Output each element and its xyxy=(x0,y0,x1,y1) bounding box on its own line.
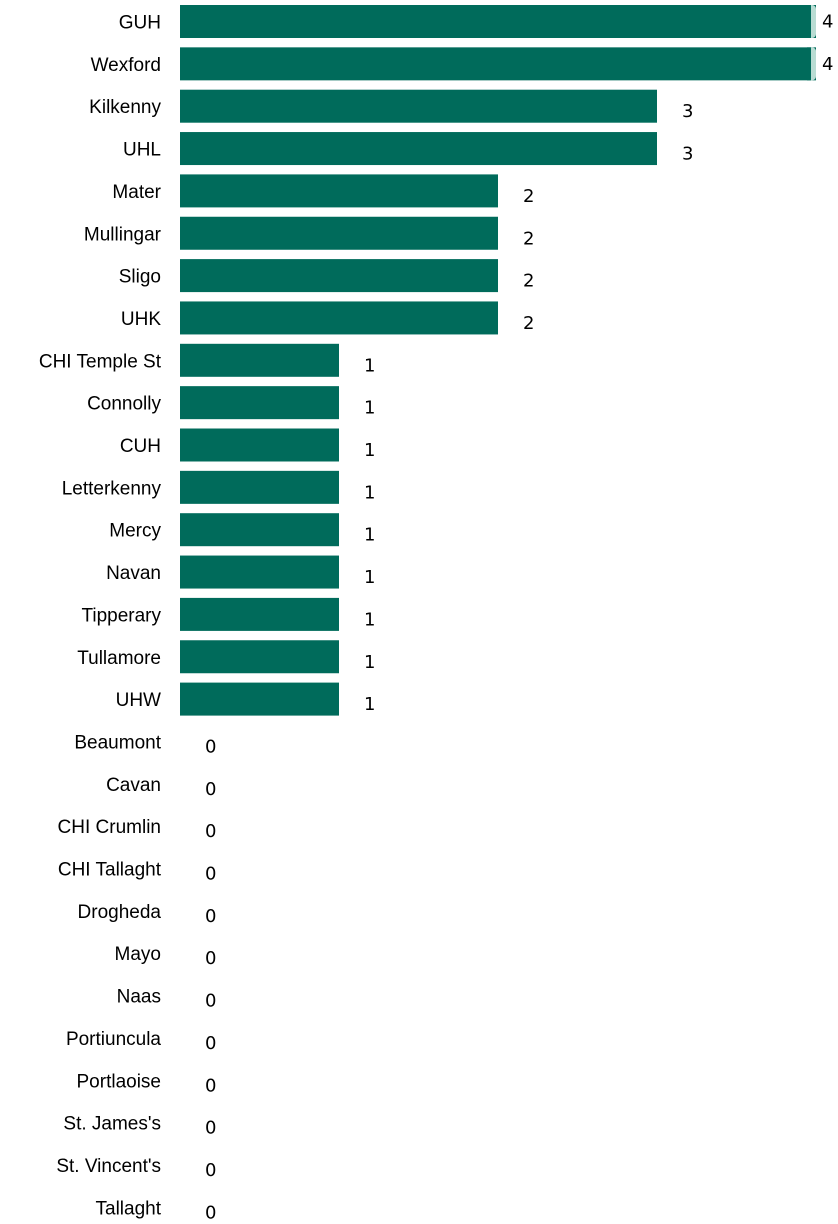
value-label: 4 xyxy=(822,12,833,33)
category-label: St. James's xyxy=(63,1114,161,1135)
value-label: 1 xyxy=(364,525,375,546)
bar-uhk xyxy=(180,301,498,335)
category-label: Tullamore xyxy=(77,648,161,669)
value-label: 0 xyxy=(205,1160,216,1181)
value-label: 2 xyxy=(523,228,534,249)
category-label: Kilkenny xyxy=(89,97,161,118)
bar-uhl xyxy=(180,132,657,166)
category-label: Mater xyxy=(112,182,161,203)
category-label: Tipperary xyxy=(81,605,161,626)
value-label: 0 xyxy=(205,736,216,757)
category-label: Naas xyxy=(117,987,161,1008)
bar-letterkenny xyxy=(180,470,339,504)
bar-kilkenny xyxy=(180,89,657,123)
value-label: 1 xyxy=(364,567,375,588)
category-label: CHI Temple St xyxy=(39,351,162,372)
bar-navan xyxy=(180,555,339,589)
bar-end-edge xyxy=(807,5,811,38)
category-label: Letterkenny xyxy=(62,478,162,499)
category-label: Navan xyxy=(106,563,161,584)
bar-connolly xyxy=(180,386,339,420)
category-label: Portiuncula xyxy=(66,1029,161,1050)
bars-group xyxy=(180,5,816,716)
value-label: 1 xyxy=(364,440,375,461)
value-label: 0 xyxy=(205,779,216,800)
category-label: St. Vincent's xyxy=(56,1156,161,1177)
bar-chi-temple-st xyxy=(180,343,339,377)
value-label: 1 xyxy=(364,482,375,503)
bar-mullingar xyxy=(180,216,498,250)
bar-mater xyxy=(180,174,498,208)
bar-uhw xyxy=(180,682,339,716)
value-label: 0 xyxy=(205,948,216,969)
value-label: 4 xyxy=(822,54,833,75)
value-label: 0 xyxy=(205,1075,216,1096)
bar-sligo xyxy=(180,259,498,293)
category-label: Tallaght xyxy=(96,1198,162,1219)
category-labels-group: GUH Wexford Kilkenny UHL Mater Mullingar Sligo… xyxy=(39,13,162,1220)
category-label: Portlaoise xyxy=(77,1071,162,1092)
category-label: Mercy xyxy=(109,521,161,542)
category-label: CUH xyxy=(120,436,161,457)
bar-guh xyxy=(180,5,816,38)
value-label: 0 xyxy=(205,1118,216,1139)
value-label: 1 xyxy=(364,652,375,673)
category-label: Connolly xyxy=(87,394,161,415)
value-label: 2 xyxy=(523,271,534,292)
bar-cuh xyxy=(180,428,339,462)
bar-tipperary xyxy=(180,597,339,631)
value-label: 2 xyxy=(523,313,534,334)
category-label: GUH xyxy=(119,13,161,34)
category-label: Mullingar xyxy=(84,224,162,245)
category-label: Cavan xyxy=(106,775,161,796)
category-label: UHW xyxy=(116,690,161,711)
value-label: 1 xyxy=(364,398,375,419)
value-label: 1 xyxy=(364,694,375,715)
value-label: 0 xyxy=(205,821,216,842)
bar-mercy xyxy=(180,513,339,547)
value-label: 0 xyxy=(205,991,216,1012)
bar-tullamore xyxy=(180,640,339,674)
category-label: Mayo xyxy=(115,944,161,965)
value-label: 3 xyxy=(682,101,693,122)
category-label: CHI Tallaght xyxy=(58,860,162,881)
category-label: CHI Crumlin xyxy=(58,817,161,838)
value-label: 0 xyxy=(205,906,216,927)
category-label: Drogheda xyxy=(78,902,162,923)
value-label: 0 xyxy=(205,1033,216,1054)
category-label: Beaumont xyxy=(74,732,161,753)
bar-end-edge xyxy=(807,47,811,81)
value-label: 1 xyxy=(364,609,375,630)
value-label: 0 xyxy=(205,1202,216,1223)
category-label: Sligo xyxy=(119,267,161,288)
bar-wexford xyxy=(180,47,816,81)
value-label: 0 xyxy=(205,864,216,885)
value-label: 3 xyxy=(682,144,693,165)
value-label: 2 xyxy=(523,186,534,207)
value-label: 1 xyxy=(364,355,375,376)
category-label: UHL xyxy=(123,140,161,161)
category-label: UHK xyxy=(121,309,161,330)
value-labels-group: 4 4 3 3 2 2 2 2 1 1 1 1 1 1 1 1 1 0 0 0 0 0 0 0 0 0 0 0 0 xyxy=(205,12,833,1224)
category-label: Wexford xyxy=(91,55,161,76)
